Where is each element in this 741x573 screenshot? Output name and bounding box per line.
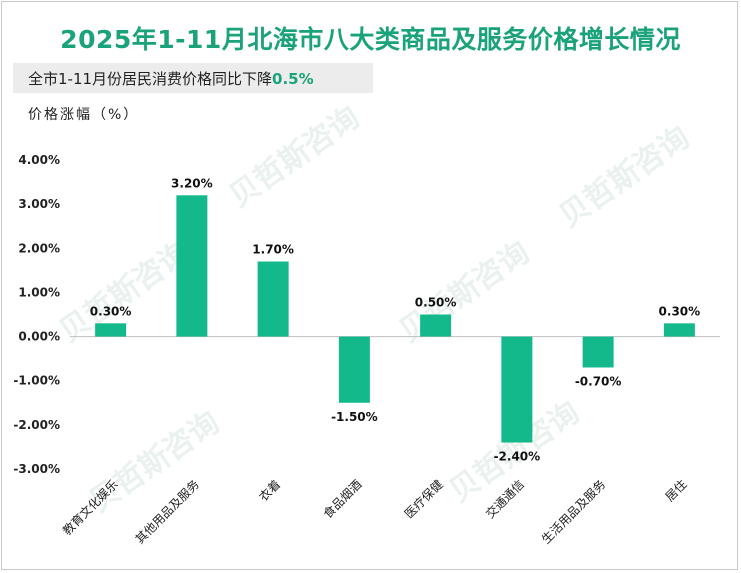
data-label: -1.50%: [331, 410, 378, 424]
watermark-text: 贝哲斯咨询: [553, 120, 696, 235]
y-tick-label: 0.00%: [18, 330, 60, 344]
category-labels: 教育文化娱乐 其他用品及服务 衣着 食品烟酒 医疗保健 交通通信 生活用品及服务 居住: [59, 477, 689, 547]
data-label: 0.30%: [659, 304, 701, 318]
bar: [663, 323, 695, 337]
y-axis-title: 价格涨幅（%）: [28, 107, 140, 123]
data-label: 0.30%: [90, 304, 132, 318]
category-label: 居住: [663, 477, 690, 504]
data-labels: 0.30% 3.20% 1.70% -1.50% 0.50% -2.40% -0.70% 0.…: [90, 176, 700, 463]
subtitle-box: [13, 63, 373, 93]
category-label: 生活用品及服务: [538, 477, 608, 547]
subtitle-prefix: 全市1-11月份居民消费价格同比下降: [28, 70, 273, 88]
y-ticks: 4.00% 3.00% 2.00% 1.00% 0.00% -1.00% -2.00% -3.…: [13, 153, 60, 476]
bars: [70, 195, 720, 443]
data-label: -2.40%: [494, 450, 541, 464]
data-label: -0.70%: [575, 374, 622, 388]
bar: [338, 336, 370, 403]
data-label: 0.50%: [415, 296, 457, 310]
bar: [95, 323, 127, 337]
subtitle: 全市1-11月份居民消费价格同比下降0.5%: [28, 68, 314, 89]
category-label: 医疗保健: [402, 477, 446, 521]
watermark-text: 贝哲斯咨询: [393, 235, 536, 350]
y-tick-label: 1.00%: [18, 285, 60, 299]
y-tick-label: -2.00%: [13, 418, 60, 432]
data-label: 1.70%: [252, 243, 294, 257]
category-label: 衣着: [256, 477, 284, 505]
bar: [176, 195, 208, 337]
bar: [420, 314, 452, 337]
bar: [257, 261, 289, 337]
category-label: 食品烟酒: [320, 477, 365, 522]
y-tick-label: 3.00%: [18, 197, 60, 211]
chart-title: 2025年1-11月北海市八大类商品及服务价格增长情况: [60, 25, 681, 54]
y-tick-label: 4.00%: [18, 153, 60, 167]
y-tick-label: 2.00%: [18, 241, 60, 255]
subtitle-value: 0.5%: [272, 70, 314, 88]
y-tick-label: -3.00%: [13, 462, 60, 476]
bar: [582, 336, 614, 368]
bar: [501, 336, 533, 443]
data-label: 3.20%: [171, 176, 213, 190]
watermark-text: 贝哲斯咨询: [223, 100, 366, 215]
y-tick-label: -1.00%: [13, 374, 60, 388]
